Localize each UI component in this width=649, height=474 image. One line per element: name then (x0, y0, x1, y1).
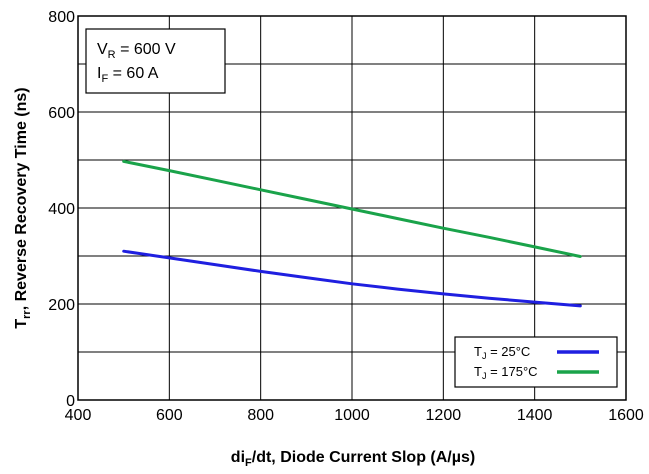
legend: TJ = 25°C TJ = 175°C (454, 336, 618, 388)
x-tick-label: 800 (247, 407, 274, 424)
x-tick-labels: 400 600 800 1000 1200 1400 1600 (65, 407, 644, 424)
series-layer (122, 159, 582, 308)
x-tick-label: 1200 (426, 407, 462, 424)
x-tick-label: 400 (65, 407, 92, 424)
x-tick-label: 1400 (517, 407, 553, 424)
conditions-box: VR = 600 V IF = 60 A (85, 28, 226, 94)
x-tick-label: 600 (156, 407, 183, 424)
condition-if: IF = 60 A (97, 65, 159, 85)
y-tick-label: 400 (48, 201, 75, 218)
series-line-1 (122, 159, 582, 258)
legend-label-25c: TJ = 25°C (474, 344, 530, 361)
y-axis-label: Trr, Reverse Recovery Time (ns) (13, 87, 33, 328)
x-tick-label: 1000 (334, 407, 370, 424)
y-tick-labels: 0 200 400 600 800 (48, 9, 75, 410)
x-axis-label: diF/dt, Diode Current Slop (A/µs) (231, 449, 475, 469)
y-tick-label: 600 (48, 105, 75, 122)
y-tick-label: 0 (66, 393, 75, 410)
series-line-0 (122, 249, 582, 308)
x-tick-label: 1600 (608, 407, 644, 424)
plot-frame (77, 15, 627, 401)
condition-vr: VR = 600 V (97, 41, 176, 61)
y-tick-label: 800 (48, 9, 75, 26)
legend-label-175c: TJ = 175°C (474, 364, 538, 381)
y-tick-label: 200 (48, 297, 75, 314)
